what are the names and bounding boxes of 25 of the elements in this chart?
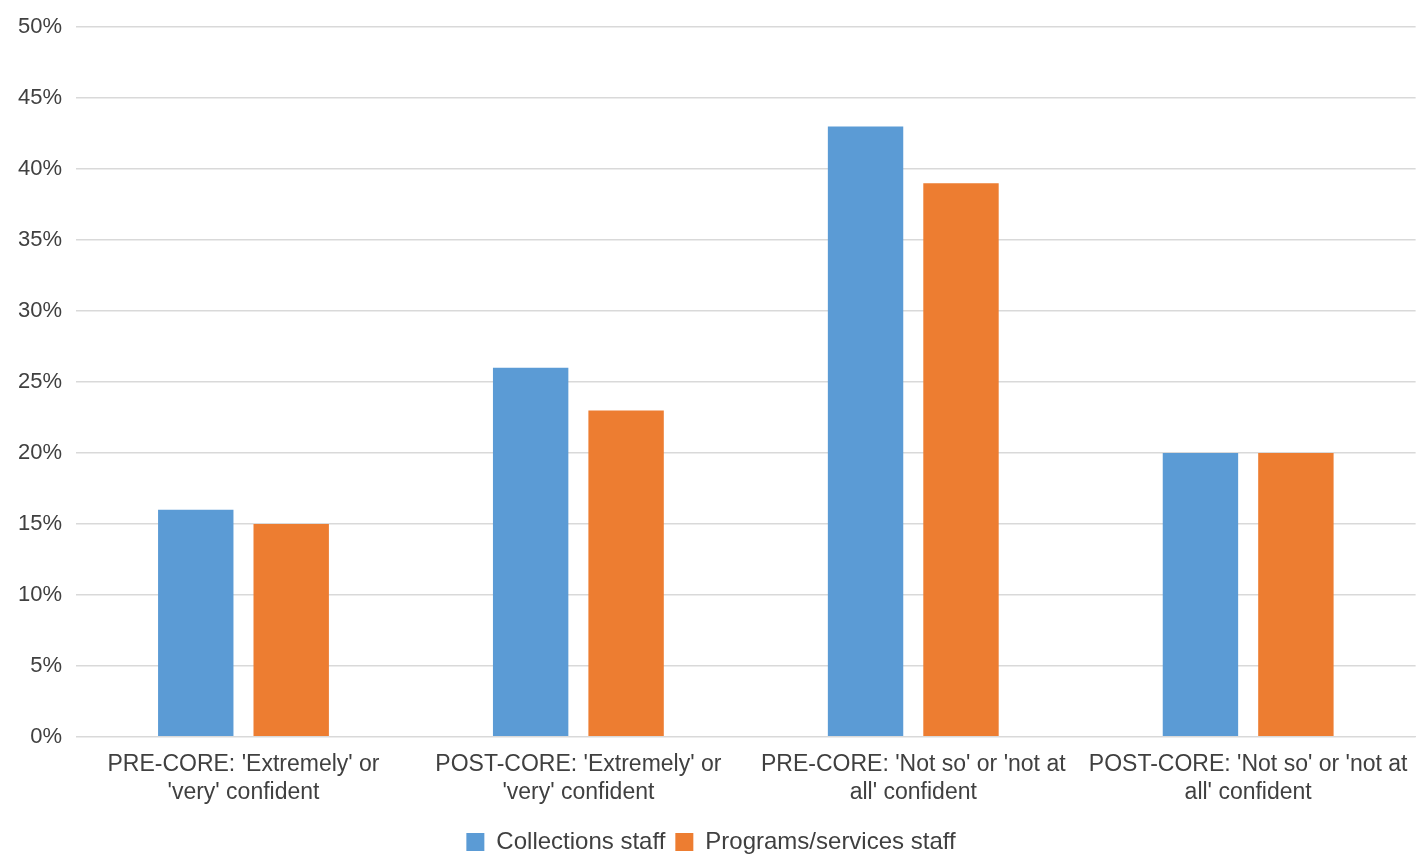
x-tick-label: PRE-CORE: 'Extremely' or 'very' confident bbox=[107, 749, 380, 804]
bar bbox=[1258, 452, 1334, 737]
y-tick-label: 30% bbox=[17, 297, 63, 323]
bar bbox=[253, 523, 329, 737]
x-tick-label: POST-CORE: 'Extremely' or 'very' confident bbox=[435, 749, 722, 804]
y-tick-label: 20% bbox=[17, 439, 63, 465]
bar bbox=[158, 509, 234, 737]
bar bbox=[1162, 452, 1239, 737]
bar bbox=[827, 126, 904, 737]
y-tick-label: 0% bbox=[30, 722, 63, 748]
legend-label: Collections staff bbox=[496, 826, 666, 854]
y-tick-label: 25% bbox=[17, 368, 63, 394]
y-tick-label: 45% bbox=[17, 84, 63, 110]
y-tick-label: 50% bbox=[17, 13, 63, 39]
bar bbox=[588, 410, 664, 737]
bar bbox=[923, 183, 999, 737]
legend-label: Programs/services staff bbox=[705, 826, 956, 854]
x-tick-label: PRE-CORE: 'Not so' or 'not at all' confident bbox=[760, 749, 1067, 804]
x-tick-label: POST-CORE: 'Not so' or 'not at all' confident bbox=[1088, 749, 1409, 804]
y-tick-label: 35% bbox=[17, 226, 63, 252]
y-tick-label: 5% bbox=[30, 651, 63, 677]
y-tick-label: 40% bbox=[17, 155, 63, 181]
bar bbox=[492, 367, 569, 737]
y-tick-label: 15% bbox=[17, 509, 63, 535]
y-tick-label: 10% bbox=[17, 580, 63, 606]
